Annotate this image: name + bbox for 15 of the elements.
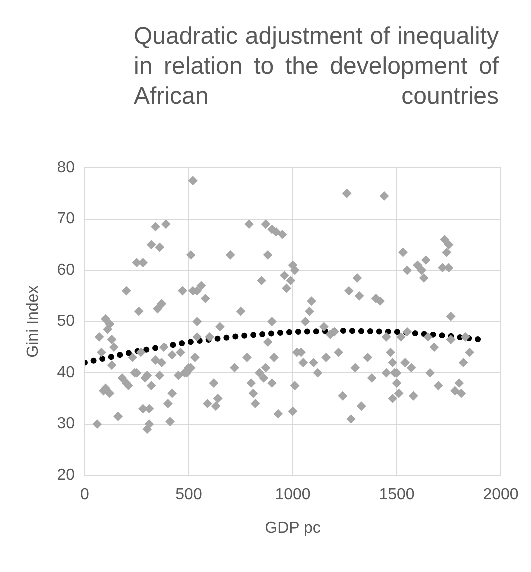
x-tick-label: 1000 xyxy=(275,486,311,504)
x-tick-label: 500 xyxy=(176,486,202,504)
y-tick-label: 70 xyxy=(57,210,76,228)
y-tick-label: 30 xyxy=(57,416,76,433)
y-tick-label: 40 xyxy=(57,364,76,382)
x-axis-title: GDP pc xyxy=(265,520,321,537)
y-tick-label: 20 xyxy=(57,467,76,484)
x-tick-label: 1500 xyxy=(379,486,415,504)
y-tick-label: 60 xyxy=(57,262,76,279)
x-tick-label: 2000 xyxy=(483,486,519,504)
x-tick-label: 0 xyxy=(80,486,90,504)
y-tick-label: 50 xyxy=(57,313,76,330)
chart-title: Quadratic adjustment of inequality in relation to the development of African countries xyxy=(134,22,499,112)
y-tick-label: 80 xyxy=(57,159,76,176)
y-axis-title: Gini Index xyxy=(25,286,42,358)
